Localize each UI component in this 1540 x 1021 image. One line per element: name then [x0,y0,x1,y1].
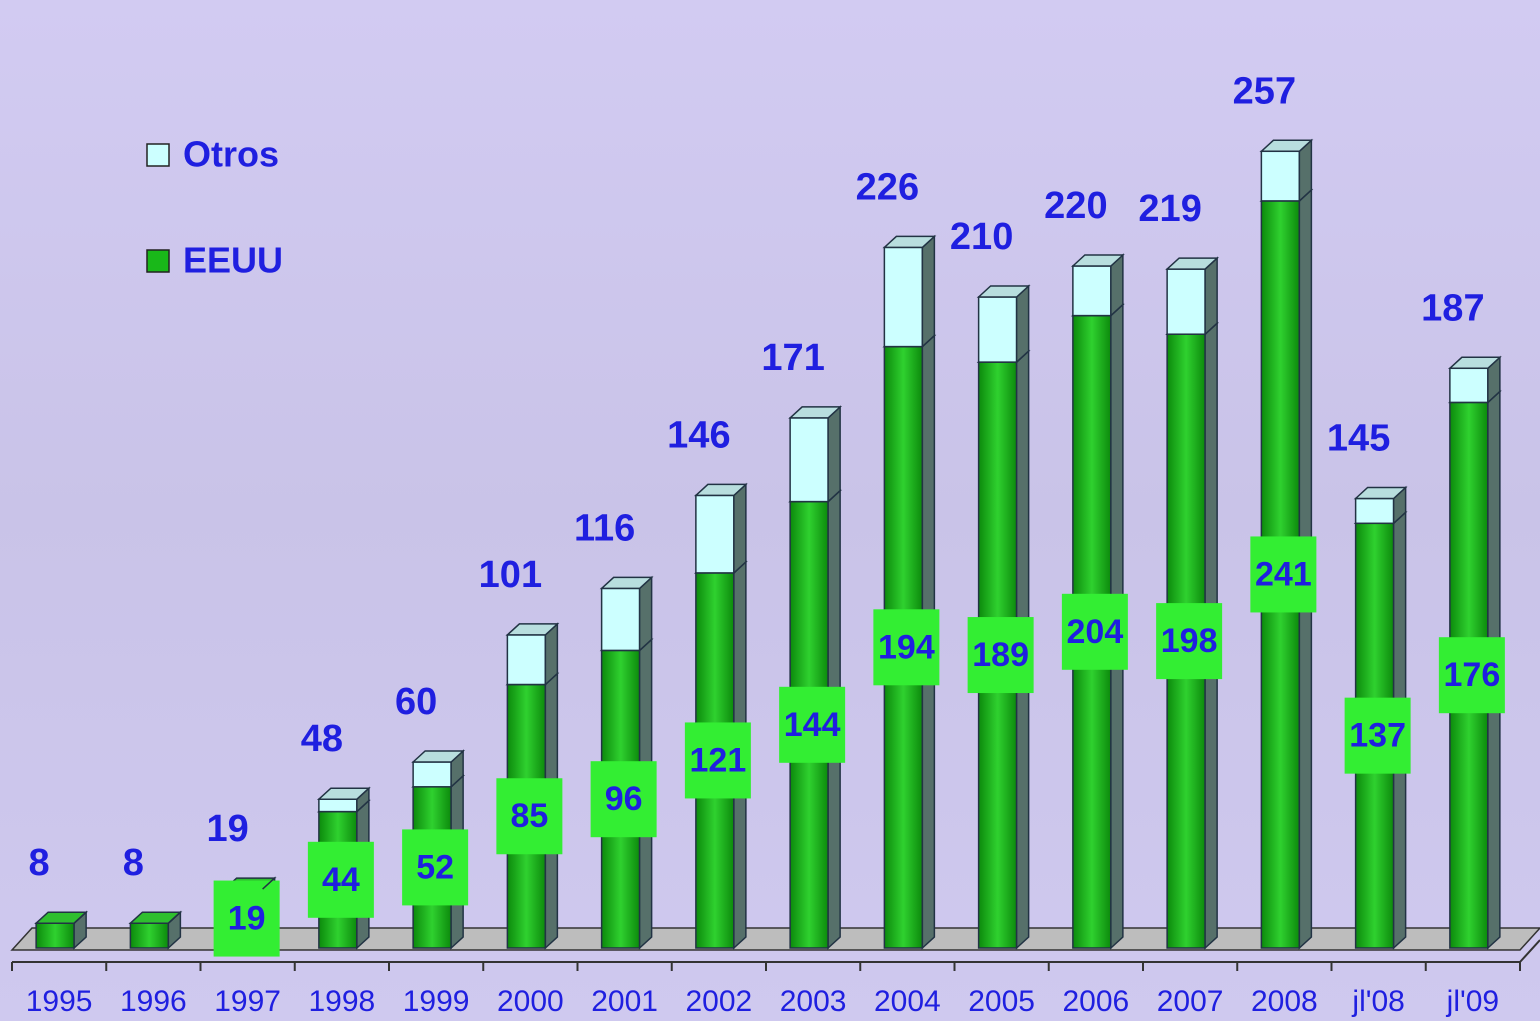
x-tick-label: 1996 [120,985,187,1018]
bar-segment [319,788,369,811]
bar-front [1450,368,1488,402]
total-label: 187 [1421,287,1484,329]
data-label: 144 [784,706,841,744]
x-tick-label: jl'08 [1351,985,1404,1018]
bar-front [979,297,1017,362]
x-tick-label: 2004 [874,985,941,1018]
total-label: 171 [761,337,824,379]
bar-front [790,418,828,502]
bar-side [640,577,652,650]
bar-side [922,236,934,346]
legend-label: Otros [183,134,279,175]
chart: 1995 8 1996 8 1997 19 19 1998 44 48 1999 52 60 2000 85… [0,0,1540,1021]
bar-segment [884,236,934,346]
data-label: 176 [1444,656,1501,694]
bar-segment [1261,140,1311,201]
total-label: 220 [1044,185,1107,227]
x-tick-label: 2002 [686,985,753,1018]
x-tick-label: 2008 [1251,985,1318,1018]
bar-front [1167,269,1205,334]
x-tick-label: 1998 [309,985,376,1018]
legend-swatch [147,144,169,166]
total-label: 101 [479,554,542,596]
bar-front [36,923,74,948]
total-label: 226 [856,166,919,208]
bar-front [884,247,922,346]
bar-segment [1073,255,1123,316]
data-label: 189 [972,636,1029,674]
x-tick-label: 2001 [591,985,658,1018]
data-label: 96 [605,780,643,818]
total-label: 60 [395,681,437,723]
x-tick-label: 2006 [1063,985,1130,1018]
total-label: 19 [206,808,248,850]
legend-swatch [147,250,169,272]
bar-segment [507,624,557,685]
x-tick-label: 1995 [26,985,93,1018]
bar-side [1017,286,1029,362]
legend-label: EEUU [183,240,283,281]
data-label: 85 [510,797,548,835]
bar-side [828,407,840,502]
bar-segment [36,912,86,948]
bar-front [1261,151,1299,201]
bar-segment [413,751,463,787]
bar-segment [790,407,840,502]
bar-segment [130,912,180,948]
data-label: 52 [416,848,454,886]
total-label: 257 [1233,70,1296,112]
bar-front [130,923,168,948]
x-tick-label: 1997 [214,985,281,1018]
bar-segment [1167,258,1217,334]
bar-front [696,495,734,573]
data-label: 137 [1349,717,1406,755]
bar-front [507,635,545,685]
bar-front [1356,499,1394,524]
data-label: 44 [322,861,360,899]
x-tick-label: 2005 [968,985,1035,1018]
data-label: 204 [1067,613,1124,651]
x-tick-label: 2000 [497,985,564,1018]
page: {"chart_data": {"type": "stacked-bar-3d"… [0,0,1540,1021]
bar-segment [696,484,746,573]
data-label: 19 [228,900,266,938]
total-label: 116 [574,507,635,549]
data-label: 194 [878,628,935,666]
data-label: 198 [1161,622,1218,660]
total-label: 145 [1327,418,1390,460]
bar-side [734,484,746,573]
bar-segment [1450,357,1500,402]
total-label: 146 [667,414,730,456]
total-label: 219 [1138,188,1201,230]
x-tick-label: 2003 [780,985,847,1018]
bar-segment [979,286,1029,362]
x-tick-label: 2007 [1157,985,1224,1018]
bar-front [602,588,640,650]
bar-segment [1356,488,1406,524]
bar-side [1205,258,1217,334]
data-label: 121 [690,741,747,779]
x-tick-label: jl'09 [1446,985,1499,1018]
total-label: 210 [950,216,1013,258]
bar-segment [602,577,652,650]
bar-front [413,762,451,787]
bar-front [1073,266,1111,316]
total-label: 8 [123,842,144,884]
total-label: 48 [301,718,343,760]
total-label: 8 [29,842,50,884]
x-tick-label: 1999 [403,985,470,1018]
data-label: 241 [1255,555,1312,593]
bar-front [319,799,357,811]
